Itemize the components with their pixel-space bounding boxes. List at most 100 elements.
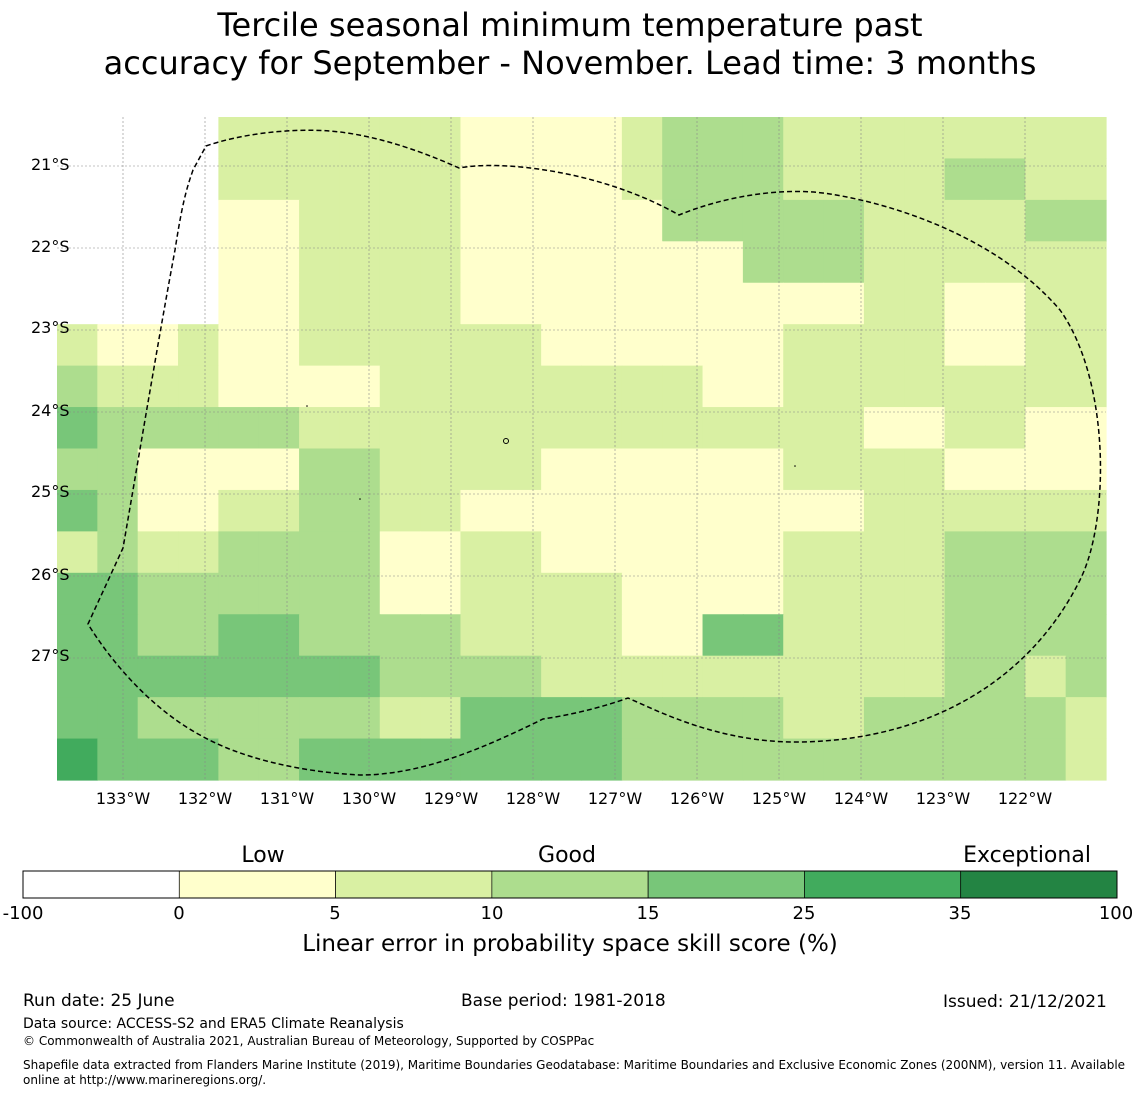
category-label-good: Good	[538, 843, 596, 868]
heatmap-cell	[339, 655, 381, 698]
heatmap-cell	[944, 531, 986, 574]
heatmap-cell	[137, 697, 179, 740]
heatmap-cell	[460, 407, 502, 450]
heatmap-cell	[1025, 614, 1067, 657]
heatmap-cell	[299, 241, 341, 284]
heatmap-cell	[581, 489, 623, 532]
heatmap-cell	[500, 614, 542, 657]
heatmap-cell	[420, 407, 462, 450]
heatmap-cell	[823, 117, 865, 160]
heatmap-cell	[541, 738, 583, 781]
lon-label: 130°W	[341, 789, 397, 808]
heatmap-cell	[1065, 282, 1107, 325]
heatmap-cell	[339, 282, 381, 325]
heatmap-cell	[299, 282, 341, 325]
heatmap-cell	[137, 614, 179, 657]
heatmap-cell	[783, 697, 825, 740]
heatmap-cell	[57, 407, 98, 450]
colorbar-tick: 100	[1098, 903, 1134, 924]
heatmap-cell	[379, 572, 421, 615]
heatmap-cell	[541, 531, 583, 574]
heatmap-cell	[662, 365, 704, 408]
heatmap-cell	[581, 448, 623, 491]
colorbar-segment	[491, 870, 649, 899]
heatmap-cell	[420, 241, 462, 284]
heatmap-cell	[541, 117, 583, 160]
heatmap-cell	[57, 531, 98, 574]
heatmap-cell	[702, 117, 744, 160]
heatmap-cell	[97, 407, 139, 450]
heatmap-cell	[218, 614, 260, 657]
heatmap-cell	[863, 448, 905, 491]
heatmap-cell	[863, 117, 905, 160]
heatmap-cell	[258, 531, 300, 574]
heatmap-cell	[57, 365, 98, 408]
heatmap-cell	[299, 531, 341, 574]
heatmap-cell	[460, 241, 502, 284]
heatmap-cell	[299, 489, 341, 532]
heatmap-cell	[742, 282, 784, 325]
heatmap-cell	[1025, 324, 1067, 367]
island-marker	[306, 405, 308, 407]
heatmap-cell	[1025, 117, 1067, 160]
heatmap-cell	[1025, 282, 1067, 325]
heatmap-cell	[984, 158, 1026, 201]
heatmap-cell	[944, 655, 986, 698]
heatmap-cell	[863, 655, 905, 698]
heatmap-cell	[379, 365, 421, 408]
heatmap-cell	[137, 365, 179, 408]
heatmap-cell	[500, 738, 542, 781]
heatmap-cell	[178, 407, 219, 450]
heatmap-cell	[944, 572, 986, 615]
heatmap-cell	[621, 324, 663, 367]
heatmap-cell	[97, 614, 139, 657]
heatmap-cell	[783, 324, 825, 367]
heatmap-cell	[420, 614, 462, 657]
heatmap-cell	[420, 365, 462, 408]
heatmap-cell	[904, 324, 946, 367]
island-marker	[503, 438, 509, 444]
island-marker	[359, 498, 361, 500]
heatmap-cell	[823, 365, 865, 408]
heatmap-cell	[863, 531, 905, 574]
heatmap-cell	[420, 738, 462, 781]
heatmap-cell	[742, 324, 784, 367]
heatmap-cell	[662, 738, 704, 781]
heatmap-cell	[823, 407, 865, 450]
heatmap-cell	[783, 531, 825, 574]
heatmap-cell	[823, 448, 865, 491]
heatmap-cell	[258, 407, 300, 450]
heatmap-cell	[541, 655, 583, 698]
heatmap-cell	[541, 697, 583, 740]
heatmap-cell	[904, 448, 946, 491]
heatmap-cell	[944, 282, 986, 325]
heatmap-cell	[258, 282, 300, 325]
heatmap-cell	[137, 655, 179, 698]
heatmap-cell	[662, 614, 704, 657]
heatmap-cell	[984, 407, 1026, 450]
heatmap-cell	[218, 241, 260, 284]
colorbar-frame	[22, 870, 1118, 899]
heatmap-cell	[621, 448, 663, 491]
heatmap-cell	[863, 324, 905, 367]
colorbar-tick: 10	[480, 903, 504, 924]
heatmap-cell	[339, 407, 381, 450]
lat-label: 26°S	[31, 565, 70, 584]
heatmap-cell	[944, 324, 986, 367]
lat-label: 23°S	[31, 318, 70, 337]
heatmap-cell	[904, 738, 946, 781]
heatmap-cell	[500, 365, 542, 408]
heatmap-cell	[500, 158, 542, 201]
heatmap-cell	[57, 489, 98, 532]
heatmap-cell	[581, 282, 623, 325]
heatmap-cell	[581, 199, 623, 242]
heatmap-cell	[339, 241, 381, 284]
heatmap-cell	[944, 448, 986, 491]
heatmap-cell	[984, 655, 1026, 698]
heatmap-cell	[904, 489, 946, 532]
heatmap-cell	[783, 489, 825, 532]
heatmap-cell	[823, 614, 865, 657]
heatmap-cell	[984, 697, 1026, 740]
heatmap-cell	[1065, 489, 1107, 532]
heatmap-cell	[379, 324, 421, 367]
